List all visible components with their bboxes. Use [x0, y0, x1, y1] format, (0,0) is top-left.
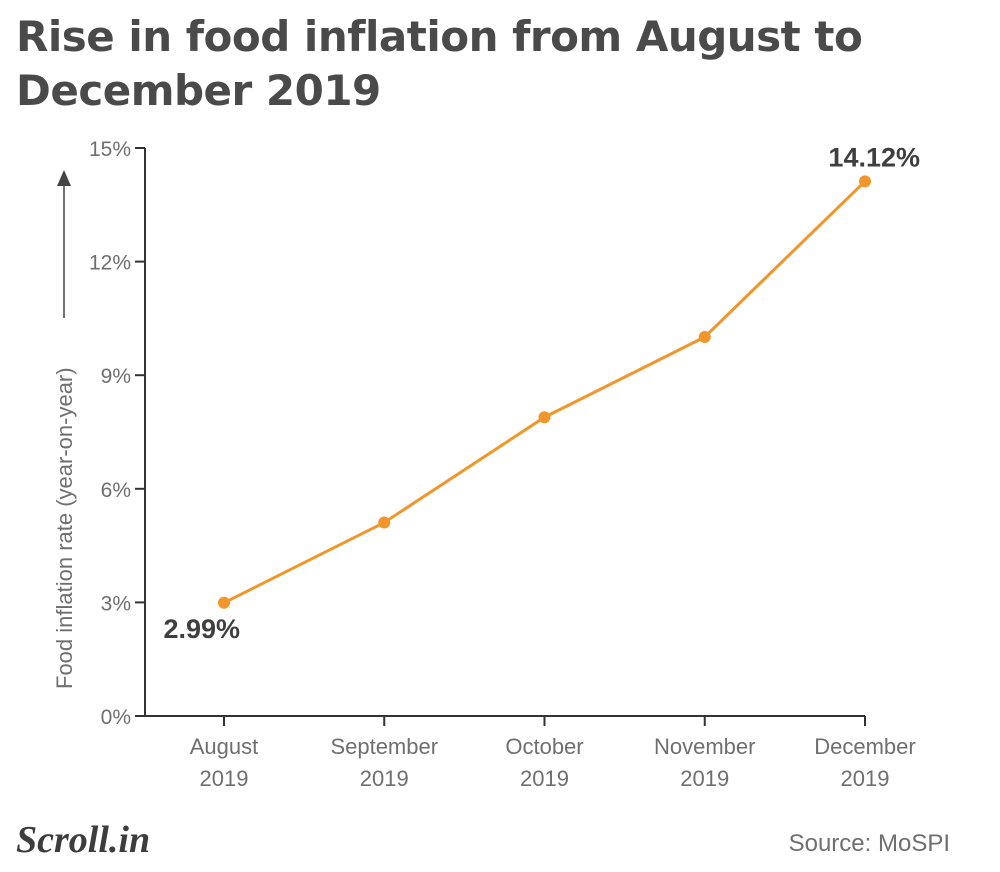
x-tick-label: October 2019 — [505, 734, 583, 791]
data-point — [698, 330, 711, 343]
data-label: 14.12% — [828, 142, 920, 172]
y-tick-label: 3% — [101, 592, 131, 615]
y-tick-label: 9% — [101, 365, 131, 388]
y-axis-arrow-head — [57, 170, 71, 186]
chart-title: Rise in food inflation from August to De… — [16, 12, 863, 115]
data-point — [859, 175, 871, 188]
scroll-logo: Scroll.in — [16, 819, 151, 861]
x-tick-label: December 2019 — [814, 734, 915, 791]
y-tick-label: 0% — [101, 706, 131, 729]
series — [218, 175, 871, 609]
data-point — [218, 596, 230, 609]
y-tick-label: 15% — [89, 138, 131, 161]
data-point — [378, 516, 391, 529]
x-tick-label: September 2019 — [330, 734, 438, 791]
x-tick-label: August 2019 — [190, 734, 259, 791]
y-axis-label-group: Food inflation rate (year-on-year) — [52, 170, 77, 689]
y-tick-label: 6% — [101, 479, 131, 502]
series-line — [223, 180, 867, 605]
x-tick-label: November 2019 — [654, 734, 755, 791]
data-label: 2.99% — [163, 614, 240, 644]
axes — [144, 148, 865, 717]
y-axis-label: Food inflation rate (year-on-year) — [52, 367, 77, 689]
data-labels: 2.99% 14.12% — [163, 142, 920, 643]
y-tick-label: 12% — [89, 252, 131, 275]
y-axis-ticks: 0% 3% 6% 9% 12% 15% — [89, 138, 145, 729]
source-note: Source: MoSPI — [788, 830, 950, 857]
x-axis-ticks: August 2019 September 2019 October 2019 Novemb… — [190, 716, 916, 791]
data-point — [538, 411, 551, 424]
